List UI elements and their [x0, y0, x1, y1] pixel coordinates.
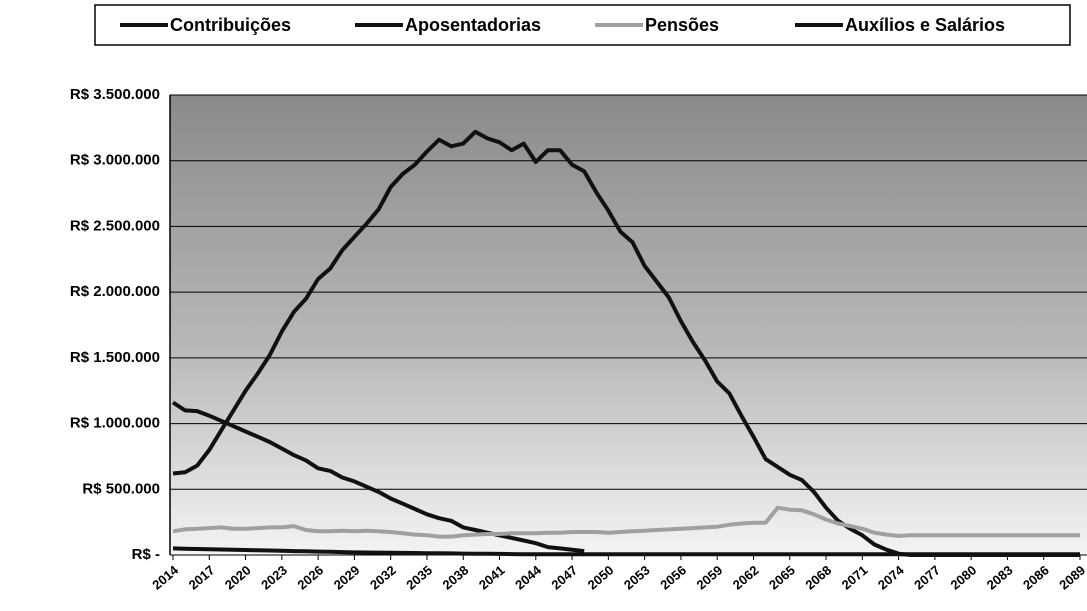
x-tick-label: 2047 [548, 562, 580, 592]
x-tick-label: 2038 [440, 562, 472, 592]
y-tick-label: R$ 500.000 [82, 480, 160, 497]
x-tick-label: 2083 [984, 562, 1016, 592]
x-tick-label: 2053 [621, 562, 653, 592]
x-tick-label: 2044 [512, 562, 544, 593]
legend-box [94, 4, 1071, 46]
y-tick-label: R$ 2.000.000 [70, 283, 160, 300]
x-tick-label: 2089 [1056, 562, 1087, 592]
y-tick-label: R$ 3.000.000 [70, 152, 160, 169]
y-tick-label: R$ 2.500.000 [70, 217, 160, 234]
x-tick-label: 2065 [766, 562, 798, 592]
series-line [171, 400, 585, 554]
x-tick-label: 2080 [948, 562, 980, 592]
x-tick-label: 2071 [839, 562, 871, 592]
x-tick-label: 2062 [730, 562, 762, 592]
x-tick-label: 2059 [694, 562, 726, 592]
legend-label: Contribuições [170, 15, 291, 35]
x-tick-label: 2029 [331, 562, 363, 592]
legend-label: Aposentadorias [405, 15, 541, 35]
x-tick-label: 2077 [911, 562, 943, 592]
legend-label: Auxílios e Salários [845, 15, 1005, 35]
x-tick-label: 2056 [657, 562, 689, 592]
x-tick-label: 2050 [585, 562, 617, 592]
y-tick-label: R$ - [132, 546, 160, 563]
x-tick-label: 2032 [367, 562, 399, 592]
x-tick-label: 2023 [258, 562, 290, 592]
plot-area [170, 95, 1087, 555]
x-tick-label: 2041 [476, 562, 508, 592]
series-line [172, 505, 1080, 539]
x-tick-label: 2026 [294, 562, 326, 592]
x-tick-label: 2020 [222, 562, 254, 592]
x-tick-label: 2068 [802, 562, 834, 592]
y-tick-label: R$ 1.500.000 [70, 349, 160, 366]
y-tick-label: R$ 3.500.000 [70, 86, 160, 103]
series-line [172, 546, 1080, 557]
x-tick-label: 2014 [149, 562, 181, 593]
x-tick-label: 2086 [1020, 562, 1052, 592]
x-tick-label: 2074 [875, 562, 907, 593]
legend-label: Pensões [645, 15, 719, 35]
x-tick-label: 2017 [186, 562, 218, 592]
x-tick-label: 2035 [403, 562, 435, 592]
y-tick-label: R$ 1.000.000 [70, 415, 160, 432]
